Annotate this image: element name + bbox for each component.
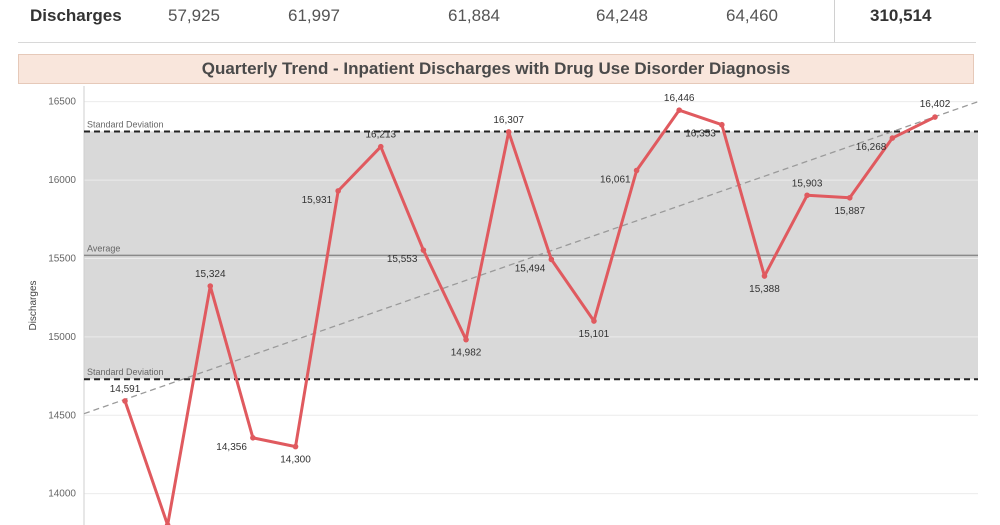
data-label: 16,268 [856, 142, 887, 153]
data-label: 15,388 [749, 284, 780, 295]
line-chart: 16500 16000 15500 15000 14500 14000 Discharges… [28, 86, 979, 525]
data-label: 15,931 [302, 195, 333, 206]
lower-std-dev-label: Standard Deviation [87, 367, 164, 377]
data-label: 16,446 [664, 93, 695, 104]
data-point [932, 114, 938, 120]
data-label: 16,402 [920, 99, 951, 110]
upper-std-dev-label: Standard Deviation [87, 119, 164, 129]
data-point [207, 283, 214, 289]
data-label: 14,982 [451, 348, 482, 359]
data-point [164, 522, 171, 525]
summary-total: 310,514 [870, 6, 932, 25]
data-label: 16,213 [365, 130, 396, 141]
data-point [377, 143, 384, 150]
data-label: 14,591 [110, 384, 141, 395]
data-label: 16,307 [493, 115, 524, 126]
summary-value-3: 61,884 [448, 6, 500, 25]
data-point [250, 435, 256, 441]
data-point [719, 121, 725, 128]
data-point [292, 443, 299, 450]
data-label: 15,324 [195, 269, 226, 280]
data-label: 15,494 [515, 263, 546, 274]
series-line [123, 108, 937, 525]
total-divider [834, 0, 835, 42]
data-point [804, 192, 810, 199]
data-label: 15,887 [834, 206, 865, 217]
data-point [505, 129, 512, 135]
y-tick-label: 15000 [48, 332, 76, 343]
data-point [463, 336, 469, 343]
data-point [548, 256, 555, 263]
data-point [335, 188, 341, 194]
average-label: Average [87, 243, 120, 253]
data-label: 15,101 [579, 329, 610, 340]
data-point [761, 273, 768, 279]
data-label: 15,553 [387, 254, 418, 265]
data-point [420, 247, 427, 253]
data-label: 16,353 [685, 129, 716, 140]
y-tick-label: 16000 [48, 175, 76, 186]
data-label: 16,061 [600, 175, 631, 186]
trend-line [83, 101, 979, 415]
y-tick-label: 14500 [48, 410, 76, 421]
summary-row: Discharges 57,925 61,997 61,884 64,248 6… [18, 0, 976, 43]
data-point [633, 167, 640, 174]
data-label: 14,300 [280, 455, 311, 466]
y-tick-label: 14000 [48, 489, 76, 500]
summary-value-4: 64,248 [596, 6, 648, 25]
data-label: 14,356 [216, 442, 247, 453]
summary-value-1: 57,925 [168, 6, 220, 25]
y-axis-label: Discharges [28, 280, 39, 330]
data-point [846, 194, 853, 201]
data-point [591, 318, 597, 324]
data-point [122, 398, 128, 404]
data-label: 15,903 [792, 178, 823, 189]
chart-title: Quarterly Trend - Inpatient Discharges w… [18, 54, 974, 84]
y-tick-label: 16500 [48, 97, 76, 108]
summary-value-5: 64,460 [726, 6, 778, 25]
data-point [889, 135, 896, 141]
data-point [676, 107, 683, 113]
summary-row-label: Discharges [30, 6, 122, 25]
y-tick-label: 15500 [48, 253, 76, 264]
summary-value-2: 61,997 [288, 6, 340, 25]
